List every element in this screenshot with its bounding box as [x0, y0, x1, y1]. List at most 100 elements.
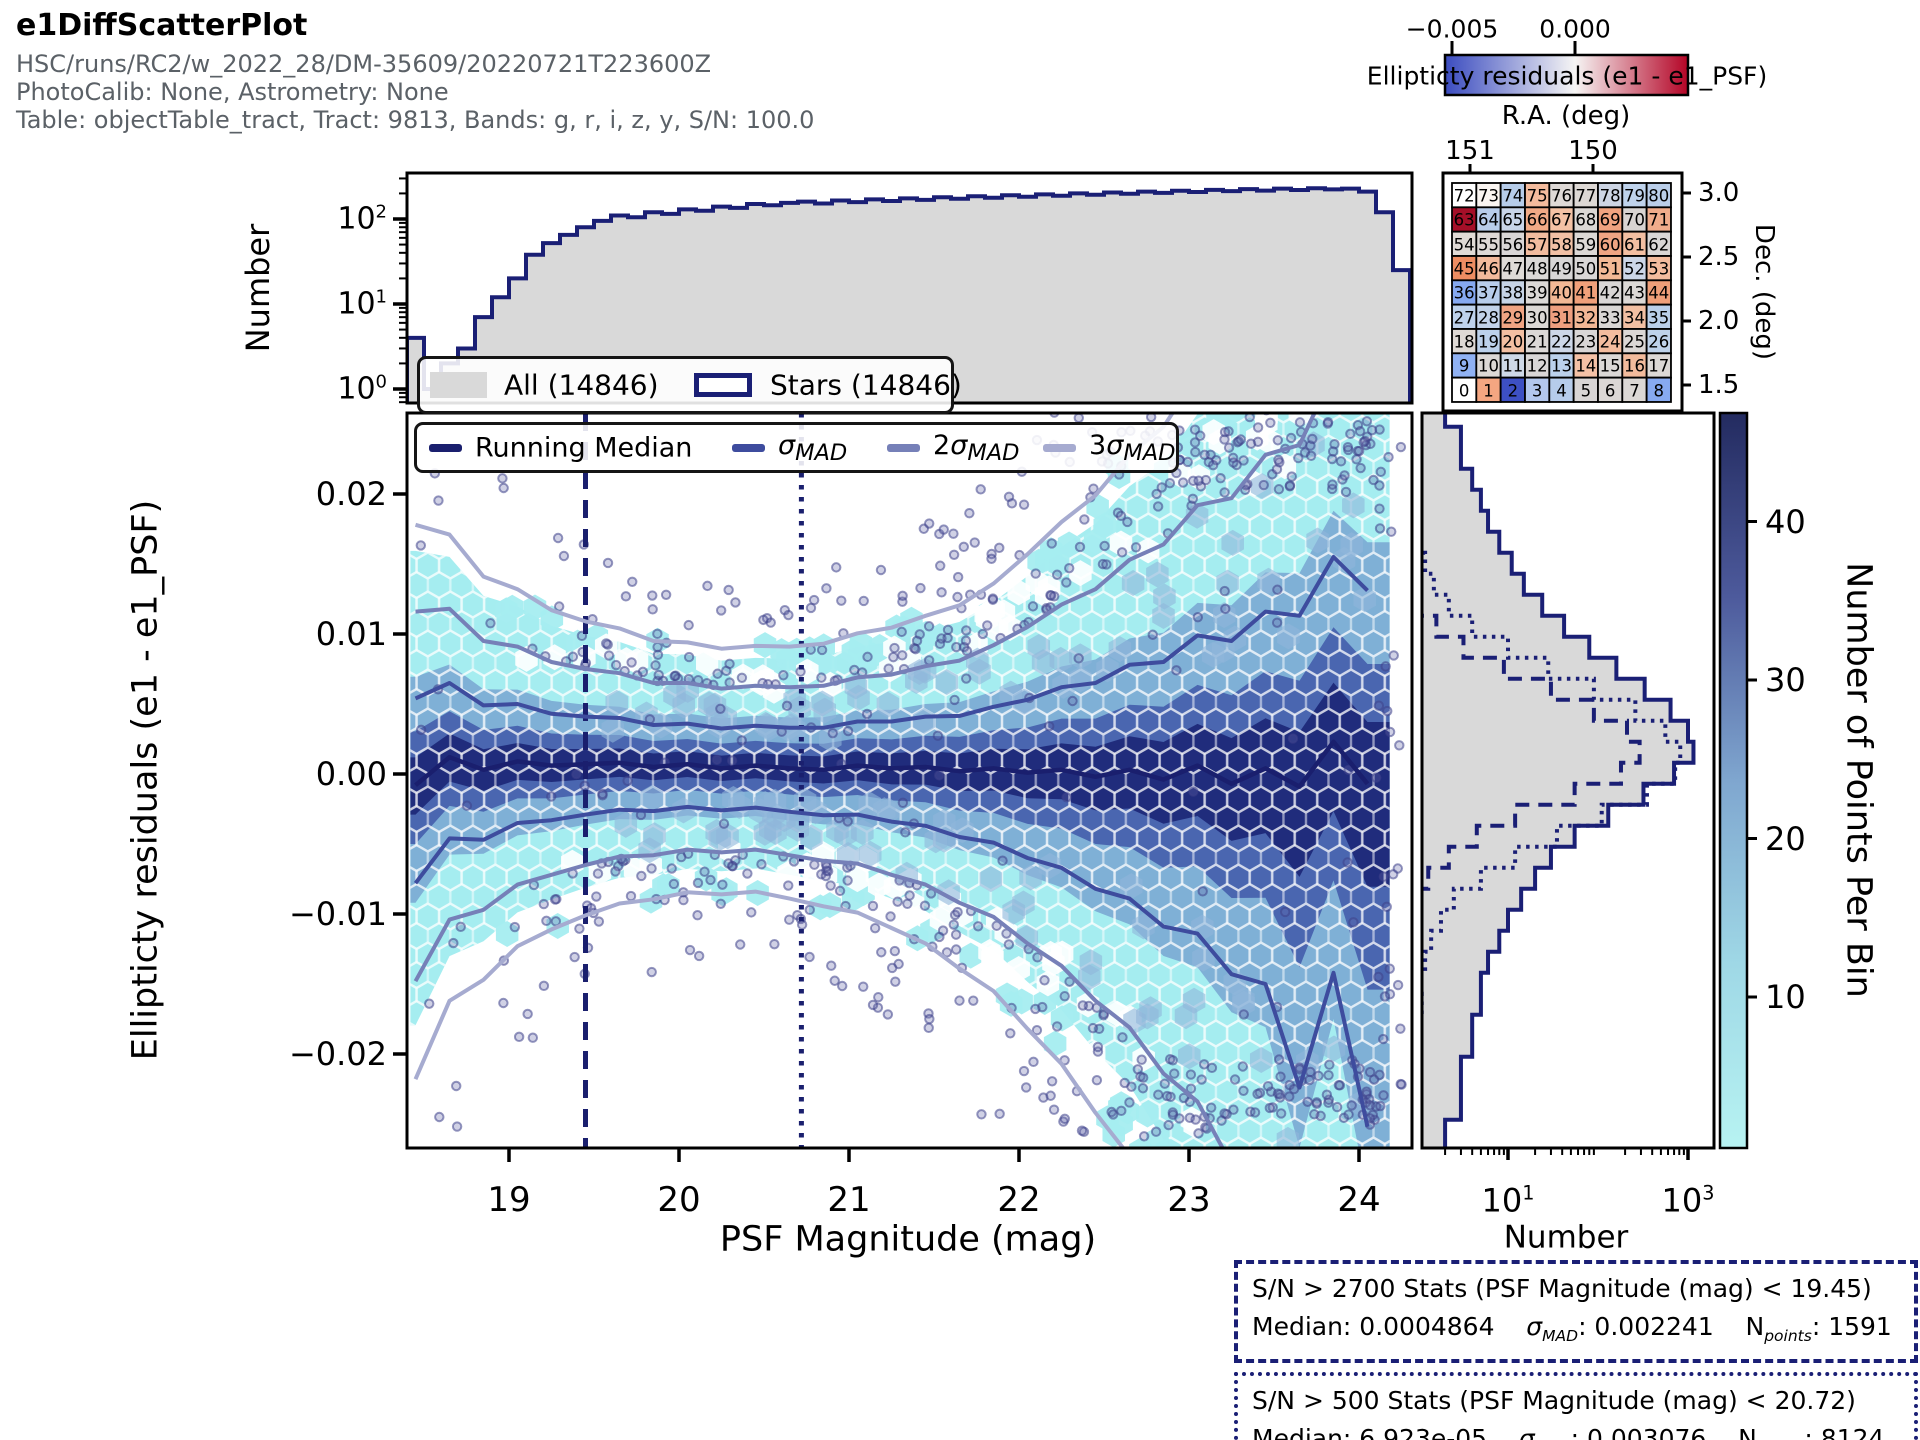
minimap-ylabel: Dec. (deg): [1749, 223, 1779, 361]
scatter-point: [958, 541, 969, 553]
tract-patch-number: 7: [1629, 381, 1640, 401]
scatter-point: [668, 878, 680, 890]
top-hist-all-fill: [407, 188, 1410, 403]
scatter-point: [1335, 456, 1347, 467]
scatter-point: [935, 560, 946, 571]
scatter-point: [886, 962, 898, 974]
tract-patch-cell: [1548, 182, 1575, 209]
scatter-point: [1386, 526, 1397, 537]
tract-patch-number: 45: [1453, 259, 1475, 279]
scatter-point: [1364, 1100, 1376, 1111]
scatter-point: [1073, 413, 1084, 424]
scatter-point: [1076, 1125, 1088, 1136]
scatter-point: [1228, 457, 1239, 468]
scatter-point: [784, 914, 795, 925]
right-hist-border: [1420, 411, 1716, 1150]
scatter-point: [904, 890, 915, 901]
scatter-point: [626, 657, 637, 668]
tract-patch-cell: [1645, 303, 1672, 330]
tract-patch-number: 74: [1502, 186, 1524, 206]
scatter-point: [954, 995, 965, 1006]
tract-patch-cell: [1645, 230, 1672, 257]
scatter-point: [1343, 764, 1354, 776]
hex-cell: [804, 798, 827, 825]
scatter-point: [1265, 417, 1276, 429]
scatter-point: [821, 861, 832, 872]
hex-cell: [1174, 1003, 1198, 1030]
scatter-point: [1030, 568, 1041, 579]
hex-cell: [813, 697, 837, 724]
scatter-point: [1005, 1028, 1016, 1039]
scatter-point: [1169, 1068, 1180, 1079]
scatter-point: [1228, 1104, 1239, 1115]
scatter-point: [1189, 437, 1201, 448]
scatter-point: [924, 518, 935, 529]
hex-cell: [495, 920, 519, 947]
scatter-point: [1324, 1059, 1335, 1070]
hex-cell: [695, 650, 719, 677]
scatter-point: [1099, 540, 1110, 552]
scatter-point: [1098, 1010, 1109, 1021]
legend-swatch-stars: [694, 373, 752, 397]
scatter-point: [1164, 477, 1176, 489]
scatter-point: [1049, 591, 1060, 602]
scatter-point: [736, 735, 747, 746]
scatter-point: [1395, 1078, 1406, 1090]
scatter-point: [448, 937, 459, 949]
scatter-point: [1380, 661, 1391, 672]
hex-cell: [877, 797, 900, 824]
tract-patch-number: 57: [1526, 235, 1548, 255]
scatter-point: [805, 602, 817, 614]
scatter-point: [1193, 475, 1204, 486]
legend-line-swatch: [429, 444, 462, 452]
sigma2-line-upper: [415, 413, 1317, 691]
scatter-point: [1018, 499, 1030, 510]
hex-cell: [858, 791, 882, 818]
hex-cell: [1178, 1043, 1201, 1070]
scatter-point: [1079, 514, 1090, 525]
scatter-point: [715, 605, 727, 616]
density-colorbar-tick-label: 20: [1765, 819, 1806, 858]
scatter-point: [952, 571, 964, 583]
scatter-point: [1182, 456, 1193, 468]
hex-cell: [1250, 473, 1274, 500]
scatter-point: [1027, 601, 1039, 612]
tract-patch-number: 29: [1502, 308, 1524, 328]
scatter-point: [1378, 1090, 1389, 1101]
scatter-point: [1331, 1101, 1343, 1113]
top-hist-legend: All (14846) Stars (14846): [417, 356, 962, 414]
scatter-point: [724, 677, 735, 688]
scatter-point: [997, 855, 1008, 866]
scatter-point: [937, 925, 949, 936]
main-legend-label: σMAD: [778, 429, 848, 466]
scatter-point: [579, 780, 590, 792]
hex-cell: [1120, 873, 1143, 900]
hex-cell: [1342, 492, 1365, 519]
scatter-point: [549, 894, 561, 905]
top-hist-stars-outline: [407, 186, 1412, 403]
hex-cell: [1202, 419, 1225, 446]
scatter-point: [1235, 434, 1247, 445]
scatter-point: [816, 672, 827, 683]
main-y-tick-label: 0.00: [315, 755, 387, 793]
tract-patch-number: 79: [1623, 186, 1645, 206]
tract-patch-cell: [1572, 279, 1599, 306]
tract-patch-cell: [1548, 328, 1575, 355]
scatter-point: [1088, 483, 1099, 494]
sigma3-line-upper: [414, 413, 1175, 651]
scatter-point: [1161, 1090, 1173, 1102]
tract-patch-number: 39: [1526, 283, 1548, 303]
top-hist-ylabel: Number: [239, 223, 277, 353]
hex-cell: [1192, 945, 1215, 972]
tract-patch-cell: [1475, 303, 1502, 330]
tract-patch-cell: [1645, 376, 1672, 403]
hex-cell: [1121, 570, 1145, 597]
tract-patch-cell: [1451, 279, 1478, 306]
right-hist-x-tick-label: 101: [1481, 1181, 1535, 1220]
hex-cell: [981, 944, 1004, 971]
tract-patch-number: 30: [1526, 308, 1548, 328]
tract-patch-number: 17: [1648, 356, 1670, 376]
main-x-tick-label: 23: [1167, 1180, 1211, 1220]
scatter-point: [647, 590, 658, 601]
